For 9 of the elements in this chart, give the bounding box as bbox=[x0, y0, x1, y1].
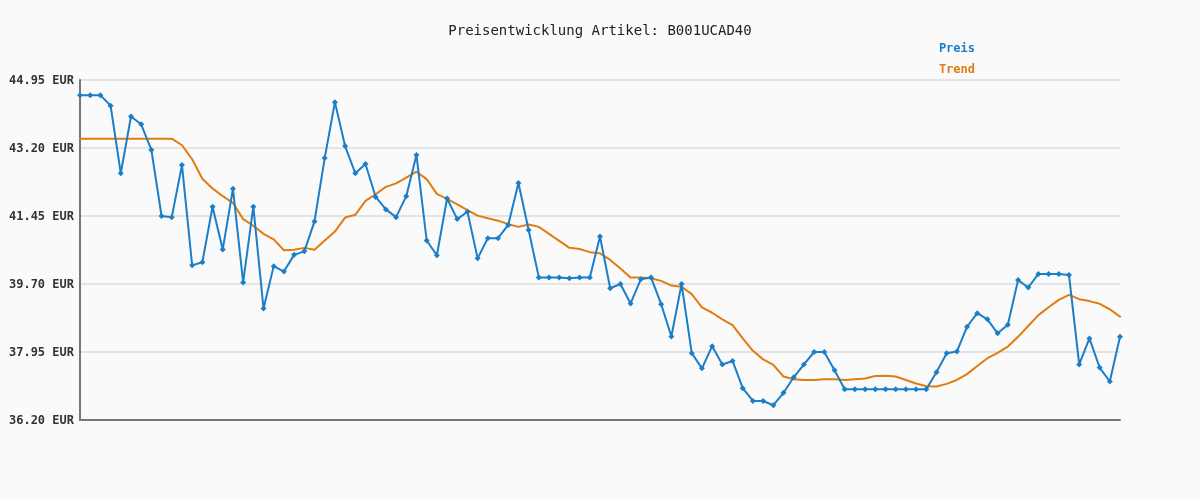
y-tick-label: 43.20 EUR bbox=[8, 141, 75, 155]
text: Preis bbox=[938, 41, 975, 55]
y-tick-label: 37.95 EUR bbox=[8, 345, 75, 359]
y-tick-label: 36.20 EUR bbox=[8, 413, 75, 427]
y-tick-label: 41.45 EUR bbox=[8, 209, 75, 223]
y-tick-label: 44.95 EUR bbox=[8, 73, 75, 87]
text: Trend bbox=[938, 62, 975, 76]
chart-title: Preisentwicklung Artikel: B001UCAD40 bbox=[448, 22, 752, 38]
y-tick-label: 39.70 EUR bbox=[8, 277, 75, 291]
